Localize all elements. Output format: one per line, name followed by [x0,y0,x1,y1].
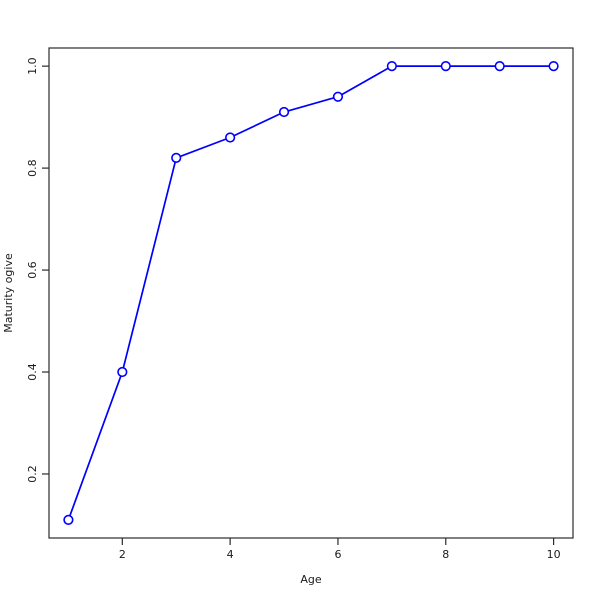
x-axis-tick-label: 10 [547,548,561,561]
x-axis-tick-label: 8 [442,548,449,561]
data-point-marker [225,132,236,143]
data-point-marker [117,366,128,378]
data-point-marker [332,91,344,102]
data-point-marker [278,106,290,118]
data-point-marker [386,61,397,72]
data-point-marker [548,61,559,72]
y-axis-tick-label: 0.8 [26,159,39,177]
x-axis-tick-label: 4 [227,548,234,561]
data-point-marker [171,152,182,164]
x-axis-title: Age [300,573,322,586]
data-point-marker [440,61,451,72]
x-axis-tick-label: 2 [119,548,126,561]
plot-box [48,47,574,539]
x-axis-tick-label: 6 [334,548,341,561]
y-axis-title: Maturity ogive [2,253,15,333]
data-point-marker [494,61,505,72]
y-axis-tick-label: 0.6 [26,261,39,279]
y-axis-tick-label: 1.0 [26,57,39,75]
data-point-marker [63,514,74,525]
y-axis-tick-label: 0.2 [26,465,39,483]
data-line [67,65,554,521]
y-axis-tick-label: 0.4 [26,363,39,381]
